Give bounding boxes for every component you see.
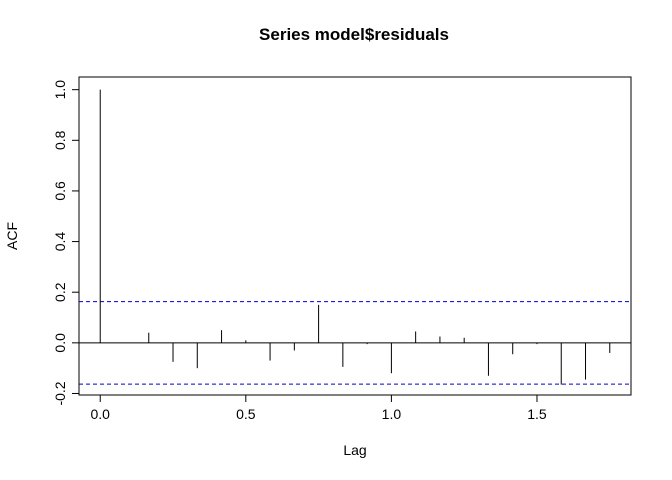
y-tick-label: 0.4 — [52, 232, 68, 252]
y-tick-label: 0.2 — [52, 282, 68, 302]
y-tick-label: 0.8 — [52, 130, 68, 150]
confidence-bounds — [79, 301, 631, 385]
acf-bars — [99, 89, 611, 385]
y-tick-label: 1.0 — [52, 80, 68, 100]
x-tick-label: 1.5 — [527, 406, 547, 422]
x-tick-label: 0.5 — [236, 406, 256, 422]
y-axis-label: ACF — [4, 222, 20, 250]
y-tick-label: 0.6 — [52, 181, 68, 201]
chart-title: Series model$residuals — [259, 25, 449, 44]
y-tick-label: -0.2 — [52, 381, 68, 405]
y-axis: -0.2 0.0 0.2 0.4 0.6 0.8 1.0 — [52, 80, 80, 406]
plot-frame — [78, 76, 632, 396]
x-axis: 0.0 0.5 1.0 1.5 — [90, 394, 547, 422]
x-tick-label: 0.0 — [90, 406, 110, 422]
x-axis-label: Lag — [343, 442, 366, 458]
y-tick-label: 0.0 — [52, 333, 68, 353]
x-tick-label: 1.0 — [382, 406, 402, 422]
